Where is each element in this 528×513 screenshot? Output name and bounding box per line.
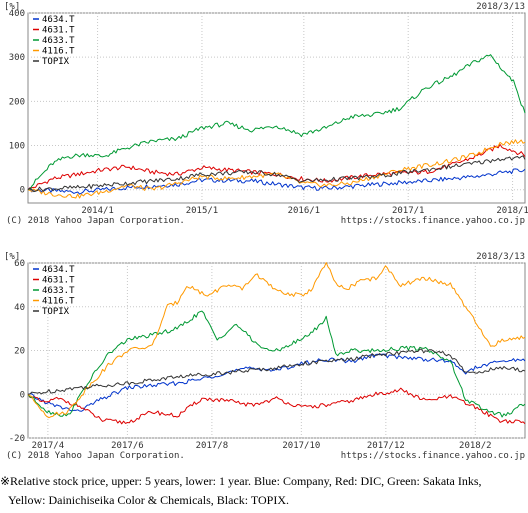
x-tick-label: 2016/1: [288, 206, 321, 216]
y-tick-label: 100: [9, 142, 25, 152]
legend-entry: 4633.T: [42, 36, 75, 46]
y-tick-label: -20: [9, 434, 25, 444]
x-tick-label: 2017/12: [367, 441, 405, 451]
y-tick-label: 0: [20, 186, 25, 196]
series-line-4631t: [27, 387, 526, 425]
y-tick-label: 200: [9, 97, 25, 107]
x-tick-label: 2014/1: [81, 206, 114, 216]
unit-label: [%]: [4, 2, 20, 12]
source-url: https://stocks.finance.yahoo.co.jp: [341, 451, 525, 461]
legend-entry: 4633.T: [42, 286, 75, 296]
one-year-relative-price-chart: [%] 2018/3/13 -20 0 20 40 60 2017/4 2017/6 2017/8…: [0, 250, 528, 472]
x-tick-label: 2017/10: [282, 441, 320, 451]
caption-line-2: Yellow: Dainichiseika Color & Chemicals,…: [8, 493, 289, 507]
y-tick-label: 20: [14, 347, 25, 357]
x-tick-label: 2018/2: [459, 441, 492, 451]
series-line-topix: [27, 155, 526, 193]
y-tick-label: 40: [14, 303, 25, 313]
unit-label: [%]: [4, 252, 20, 262]
x-tick-label: 2018/1: [496, 206, 528, 216]
copyright-text: (C) 2018 Yahoo Japan Corporation.: [6, 451, 185, 461]
series-line-4634t: [27, 353, 526, 412]
y-tick-label: 60: [14, 259, 25, 269]
y-tick-label: 400: [9, 9, 25, 19]
series-line-4633t: [27, 54, 526, 191]
x-tick-label: 2017/6: [111, 441, 144, 451]
legend-entry: TOPIX: [42, 57, 70, 67]
one-year-chart-svg: [%] 2018/3/13 -20 0 20 40 60 2017/4 2017/6 2017/8…: [4, 252, 526, 461]
series-line-4116t: [27, 262, 526, 419]
copyright-text: (C) 2018 Yahoo Japan Corporation.: [6, 216, 185, 226]
legend-entry: 4631.T: [42, 26, 75, 36]
y-tick-label: 0: [20, 390, 25, 400]
plot-area: [27, 12, 526, 204]
series-line-topix: [27, 348, 526, 395]
caption-line-1: ※Relative stock price, upper: 5 years, l…: [0, 474, 482, 488]
five-year-chart-svg: [%] 2018/3/13 0 100 200 300 400 2014/1 2015/1 201…: [4, 2, 528, 226]
x-tick-label: 2015/1: [186, 206, 219, 216]
x-tick-label: 2017/8: [196, 441, 229, 451]
figure-caption: ※Relative stock price, upper: 5 years, l…: [0, 472, 528, 510]
series-line-4634t: [27, 168, 526, 195]
y-tick-label: 300: [9, 53, 25, 63]
legend-entry: 4116.T: [42, 47, 75, 57]
legend-entry: 4634.T: [42, 15, 75, 25]
five-year-relative-price-chart: [%] 2018/3/13 0 100 200 300 400 2014/1 2015/1 201…: [0, 0, 528, 236]
legend-entry: TOPIX: [42, 307, 70, 317]
legend-entry: 4634.T: [42, 265, 75, 275]
series-line-4633t: [27, 310, 526, 418]
x-tick-label: 2017/4: [32, 441, 65, 451]
legend-entry: 4631.T: [42, 276, 75, 286]
date-label: 2018/3/13: [476, 2, 525, 12]
x-tick-label: 2017/1: [392, 206, 425, 216]
source-url: https://stocks.finance.yahoo.co.jp: [341, 216, 525, 226]
date-label: 2018/3/13: [476, 252, 525, 262]
legend-entry: 4116.T: [42, 297, 75, 307]
series-line-4116t: [27, 139, 526, 199]
